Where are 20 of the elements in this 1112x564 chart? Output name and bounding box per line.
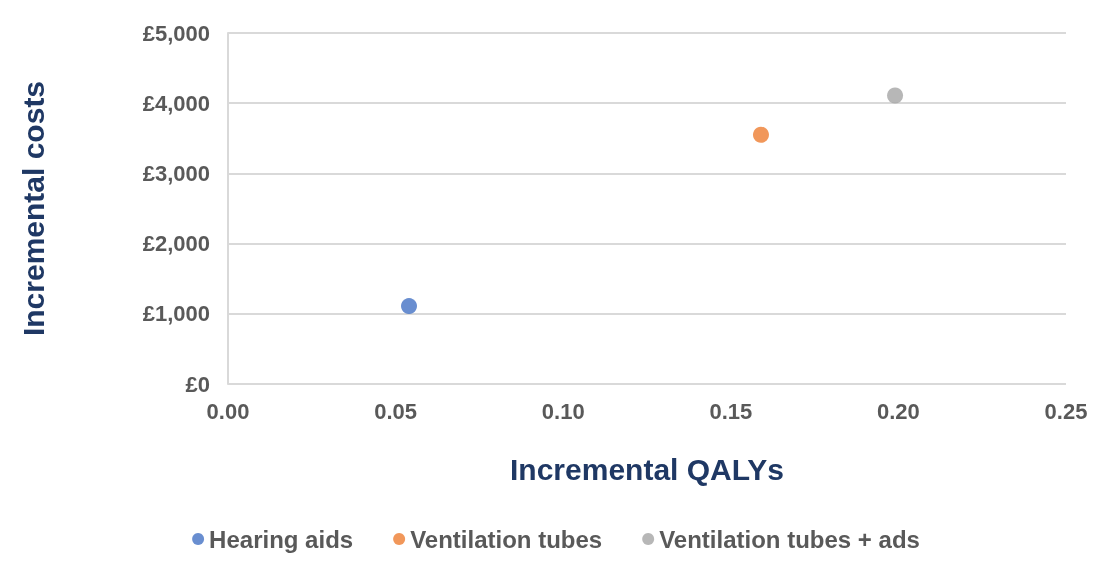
y-tick-label: £0 xyxy=(185,371,210,397)
point xyxy=(752,126,769,143)
x-tick-label: 0.10 xyxy=(541,398,585,424)
y-tick-label: £3,000 xyxy=(142,160,210,186)
x-tick-label: 0.20 xyxy=(876,398,920,424)
y-tick-label: £1,000 xyxy=(142,301,210,327)
y-tick-label: £2,000 xyxy=(142,231,210,257)
y-tick-label: £5,000 xyxy=(142,20,210,46)
x-tick-label: 0.15 xyxy=(709,398,753,424)
x-axis-title: Incremental QALYs xyxy=(510,452,784,486)
y-tick-label: £4,000 xyxy=(142,90,210,116)
point xyxy=(887,87,904,104)
legend-label: Ventilation tubes + ads xyxy=(659,525,920,553)
x-tick-label: 0.25 xyxy=(1044,398,1088,424)
legend-label: Ventilation tubes xyxy=(410,525,603,553)
x-tick-label: 0.05 xyxy=(374,398,418,424)
x-tick-label: 0.00 xyxy=(206,398,250,424)
point xyxy=(401,298,418,315)
y-axis-title: Incremental costs xyxy=(16,80,50,337)
legend-label: Hearing aids xyxy=(209,525,354,553)
